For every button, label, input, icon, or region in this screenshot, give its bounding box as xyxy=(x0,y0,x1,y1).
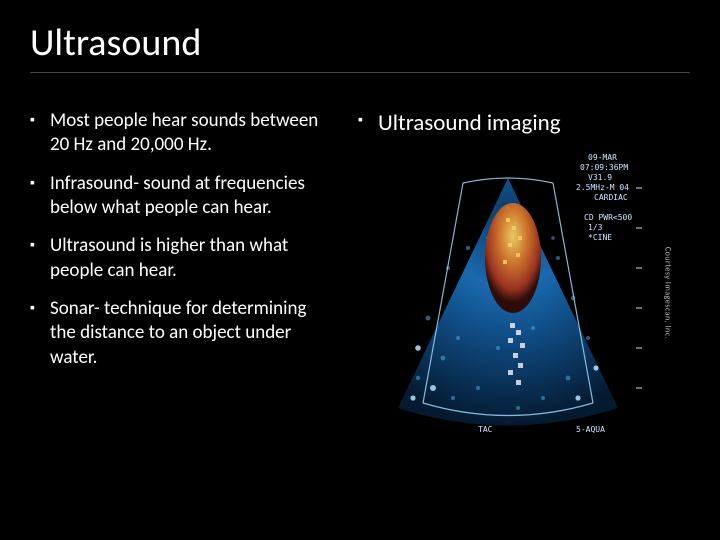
ultrasound-image: 09-MAR 07:09:36PM V31.9 2.5MHz-M 04 CARD… xyxy=(358,148,658,438)
bullet-item: Sonar- technique for determining the dis… xyxy=(30,297,330,370)
overlay-cd: CD PWR<500 xyxy=(584,213,632,222)
overlay-cine: *CINE xyxy=(588,233,612,242)
overlay-date: 09-MAR xyxy=(588,153,617,162)
slide: Ultrasound Most people hear sounds betwe… xyxy=(0,0,720,540)
image-credit: Courtesy Imagescan, Inc. xyxy=(662,247,672,339)
right-bullet-list: Ultrasound imaging xyxy=(358,109,688,138)
overlay-v: V31.9 xyxy=(588,173,612,182)
left-column: Most people hear sounds between 20 Hz an… xyxy=(30,109,330,438)
overlay-bottom-left: TAC xyxy=(478,425,493,434)
right-column: Ultrasound imaging xyxy=(358,109,688,438)
overlay-clock: 07:09:36PM xyxy=(580,163,628,172)
slide-title: Ultrasound xyxy=(30,20,690,66)
title-underline xyxy=(30,72,690,73)
bullet-item: Ultrasound imaging xyxy=(358,109,688,138)
ultrasound-image-container: 09-MAR 07:09:36PM V31.9 2.5MHz-M 04 CARD… xyxy=(358,148,658,438)
content-columns: Most people hear sounds between 20 Hz an… xyxy=(30,109,690,438)
overlay-bottom-right: 5-AQUA xyxy=(576,425,605,434)
left-bullet-list: Most people hear sounds between 20 Hz an… xyxy=(30,109,330,370)
bullet-item: Infrasound- sound at frequencies below w… xyxy=(30,172,330,221)
overlay-fraction: 1/3 xyxy=(588,223,603,232)
bullet-item: Ultrasound is higher than what people ca… xyxy=(30,234,330,283)
overlay-mode: CARDIAC xyxy=(594,193,628,202)
overlay-gain: 2.5MHz-M 04 xyxy=(576,183,629,192)
bullet-item: Most people hear sounds between 20 Hz an… xyxy=(30,109,330,158)
